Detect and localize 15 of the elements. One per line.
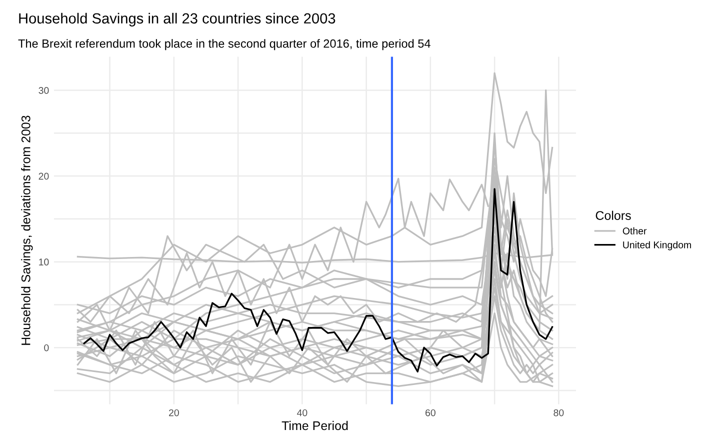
legend-title: Colors (596, 210, 631, 220)
x-tick-label: 20 (169, 409, 179, 416)
x-tick-label: 40 (296, 409, 308, 416)
legend-label: United Kingdom (623, 241, 691, 250)
chart-title: Household Savings in all 23 countries since 2003 (19, 12, 336, 26)
y-tick-label: 20 (38, 172, 49, 180)
y-tick-label: 0 (44, 344, 49, 352)
x-tick-label: 60 (426, 409, 436, 416)
x-axis-title: Time Period (282, 420, 348, 430)
y-axis-title: Household Savings, deviations from 2003 (21, 116, 33, 345)
y-tick-label: 10 (39, 258, 49, 266)
y-tick-label: 30 (38, 87, 49, 94)
legend-label: Other (622, 227, 647, 234)
x-tick-label: 80 (554, 409, 564, 416)
chart-subtitle: The Brexit referendum took place in the second quarter of 2016, time period 54 (18, 39, 430, 50)
